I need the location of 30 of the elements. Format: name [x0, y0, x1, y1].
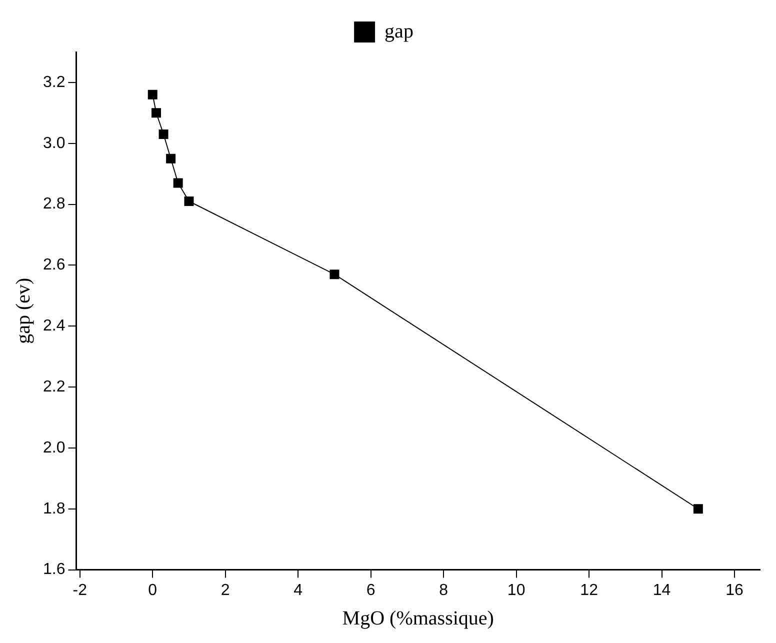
x-tick-label: 8 — [439, 582, 448, 599]
x-tick-label: 2 — [220, 582, 230, 599]
x-tick-label: 16 — [726, 582, 744, 599]
point — [184, 196, 194, 206]
x-tick-label: 12 — [580, 582, 598, 599]
y-tick-label: 2.8 — [42, 196, 66, 213]
y-tick-label: 2.6 — [42, 256, 66, 274]
y-tick-label: 2.0 — [42, 439, 66, 456]
y-tick-label: 1.8 — [42, 500, 66, 518]
x-tick-label: 14 — [652, 582, 671, 599]
y-tick-label: 3.0 — [42, 134, 66, 152]
point — [152, 108, 161, 118]
y-tick-label: 2.4 — [42, 318, 66, 335]
x-tick-label: 4 — [294, 582, 303, 599]
y-tick-label: 1.6 — [42, 561, 66, 578]
y-tick-label: 2.2 — [42, 378, 66, 396]
x-tick-label: 6 — [366, 582, 376, 599]
x-tick-label: 10 — [507, 582, 526, 599]
point — [693, 504, 703, 514]
y-tick-label: 3.2 — [42, 74, 66, 91]
point — [173, 178, 183, 188]
point — [166, 154, 176, 164]
x-tick-label: 0 — [148, 582, 158, 599]
x-axis-title: MgO (%massique) — [342, 607, 494, 630]
point — [158, 129, 168, 139]
legend-label: gap — [384, 20, 414, 42]
y-axis-title: gap (ev) — [12, 278, 34, 344]
point — [330, 270, 340, 280]
x-tick-label: -2 — [72, 582, 88, 599]
point — [148, 90, 158, 100]
